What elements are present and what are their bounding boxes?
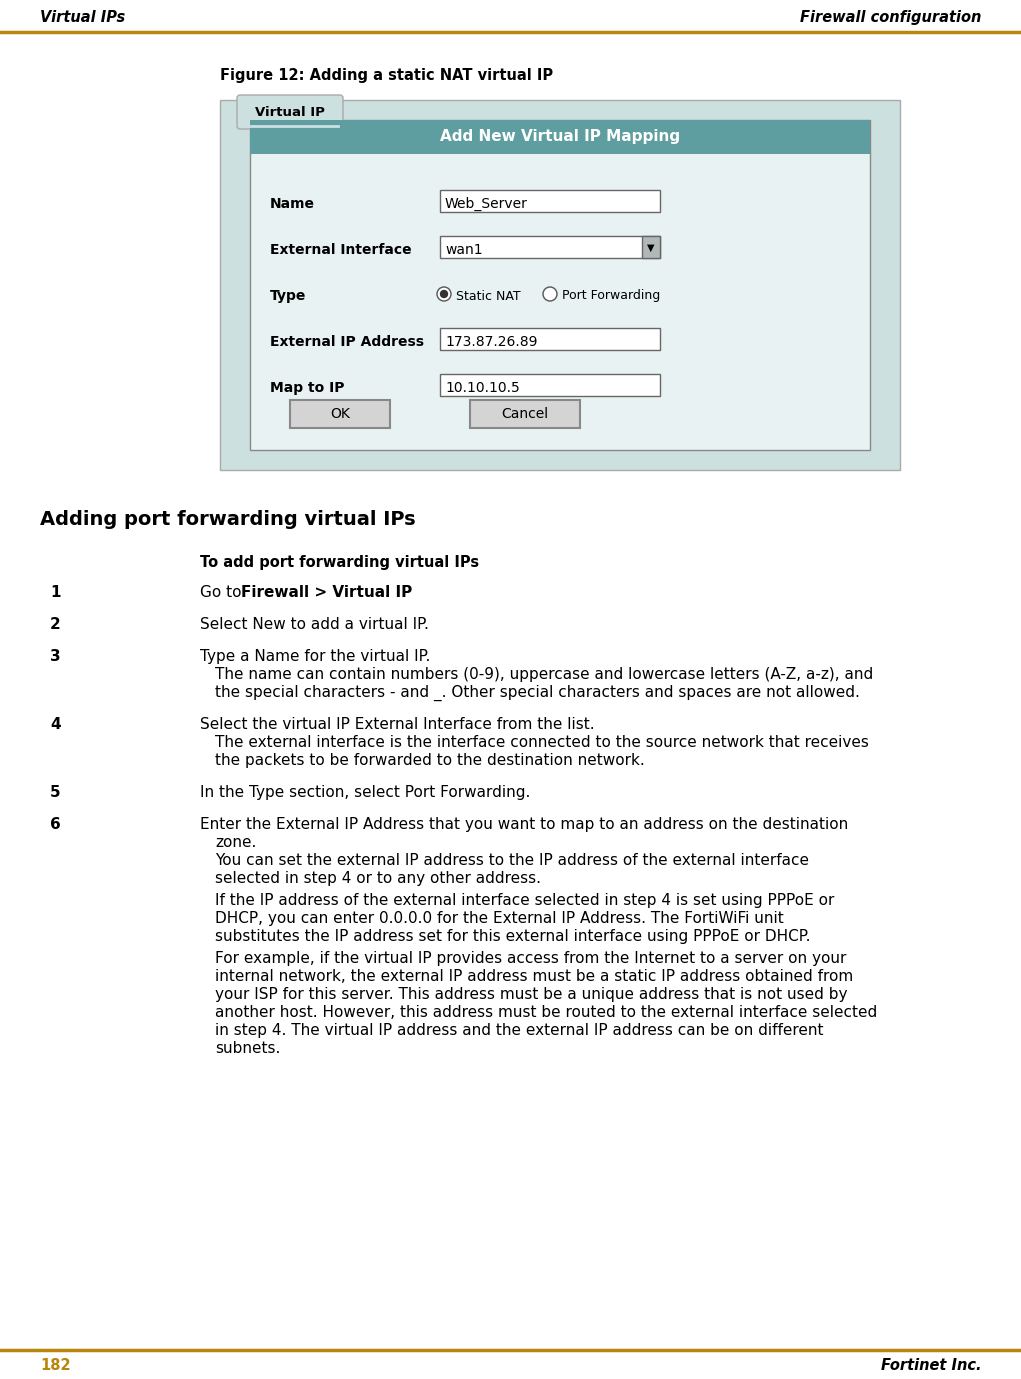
Text: Virtual IPs: Virtual IPs bbox=[40, 10, 126, 25]
Text: Go to: Go to bbox=[200, 585, 246, 600]
Text: Select New to add a virtual IP.: Select New to add a virtual IP. bbox=[200, 616, 429, 632]
FancyBboxPatch shape bbox=[642, 236, 660, 258]
Text: Static NAT: Static NAT bbox=[456, 290, 521, 302]
Text: in step 4. The virtual IP address and the external IP address can be on differen: in step 4. The virtual IP address and th… bbox=[215, 1023, 824, 1038]
Text: selected in step 4 or to any other address.: selected in step 4 or to any other addre… bbox=[215, 872, 541, 885]
Text: 6: 6 bbox=[50, 816, 61, 832]
Circle shape bbox=[437, 287, 451, 301]
Text: another host. However, this address must be routed to the external interface sel: another host. However, this address must… bbox=[215, 1005, 877, 1020]
FancyBboxPatch shape bbox=[237, 95, 343, 130]
Circle shape bbox=[440, 291, 447, 298]
Text: Adding port forwarding virtual IPs: Adding port forwarding virtual IPs bbox=[40, 510, 416, 530]
Text: OK: OK bbox=[330, 407, 350, 421]
Text: substitutes the IP address set for this external interface using PPPoE or DHCP.: substitutes the IP address set for this … bbox=[215, 929, 811, 945]
Text: the special characters - and _. Other special characters and spaces are not allo: the special characters - and _. Other sp… bbox=[215, 685, 860, 701]
Text: If the IP address of the external interface selected in step 4 is set using PPPo: If the IP address of the external interf… bbox=[215, 894, 834, 907]
FancyBboxPatch shape bbox=[440, 328, 660, 350]
Text: 2: 2 bbox=[50, 616, 61, 632]
Text: Cancel: Cancel bbox=[501, 407, 548, 421]
Text: Virtual IP: Virtual IP bbox=[255, 106, 325, 119]
Circle shape bbox=[543, 287, 557, 301]
Text: Name: Name bbox=[270, 197, 315, 211]
Text: Port Forwarding: Port Forwarding bbox=[562, 290, 661, 302]
Text: DHCP, you can enter 0.0.0.0 for the External IP Address. The FortiWiFi unit: DHCP, you can enter 0.0.0.0 for the Exte… bbox=[215, 912, 784, 927]
Text: Map to IP: Map to IP bbox=[270, 381, 344, 394]
Text: The external interface is the interface connected to the source network that rec: The external interface is the interface … bbox=[215, 735, 869, 750]
FancyBboxPatch shape bbox=[290, 400, 390, 427]
Text: Firewall configuration: Firewall configuration bbox=[799, 10, 981, 25]
FancyBboxPatch shape bbox=[440, 236, 660, 258]
Text: Enter the External IP Address that you want to map to an address on the destinat: Enter the External IP Address that you w… bbox=[200, 816, 848, 832]
Text: Select the virtual IP External Interface from the list.: Select the virtual IP External Interface… bbox=[200, 717, 594, 732]
Text: .: . bbox=[384, 585, 389, 600]
Text: Type a Name for the virtual IP.: Type a Name for the virtual IP. bbox=[200, 650, 431, 665]
Text: You can set the external IP address to the IP address of the external interface: You can set the external IP address to t… bbox=[215, 854, 809, 867]
FancyBboxPatch shape bbox=[440, 190, 660, 212]
Text: zone.: zone. bbox=[215, 836, 256, 849]
Text: Type: Type bbox=[270, 290, 306, 303]
Text: your ISP for this server. This address must be a unique address that is not used: your ISP for this server. This address m… bbox=[215, 987, 847, 1003]
Text: For example, if the virtual IP provides access from the Internet to a server on : For example, if the virtual IP provides … bbox=[215, 952, 846, 967]
Text: ▼: ▼ bbox=[647, 243, 654, 252]
Text: 4: 4 bbox=[50, 717, 60, 732]
Text: 1: 1 bbox=[50, 585, 60, 600]
FancyBboxPatch shape bbox=[220, 101, 900, 470]
FancyBboxPatch shape bbox=[250, 120, 870, 154]
Text: subnets.: subnets. bbox=[215, 1041, 281, 1056]
FancyBboxPatch shape bbox=[250, 120, 870, 450]
Text: In the Type section, select Port Forwarding.: In the Type section, select Port Forward… bbox=[200, 785, 530, 800]
Text: internal network, the external IP address must be a static IP address obtained f: internal network, the external IP addres… bbox=[215, 969, 854, 985]
Text: 182: 182 bbox=[40, 1358, 70, 1373]
Text: 173.87.26.89: 173.87.26.89 bbox=[445, 335, 537, 349]
FancyBboxPatch shape bbox=[440, 374, 660, 396]
Text: 3: 3 bbox=[50, 650, 60, 665]
FancyBboxPatch shape bbox=[470, 400, 580, 427]
Text: Web_Server: Web_Server bbox=[445, 197, 528, 211]
Text: Fortinet Inc.: Fortinet Inc. bbox=[880, 1358, 981, 1373]
Text: External IP Address: External IP Address bbox=[270, 335, 424, 349]
Text: External Interface: External Interface bbox=[270, 243, 411, 256]
Text: Add New Virtual IP Mapping: Add New Virtual IP Mapping bbox=[440, 130, 680, 145]
Text: the packets to be forwarded to the destination network.: the packets to be forwarded to the desti… bbox=[215, 753, 644, 768]
Text: The name can contain numbers (0-9), uppercase and lowercase letters (A-Z, a-z), : The name can contain numbers (0-9), uppe… bbox=[215, 667, 873, 683]
Text: 5: 5 bbox=[50, 785, 60, 800]
Text: Figure 12: Adding a static NAT virtual IP: Figure 12: Adding a static NAT virtual I… bbox=[220, 68, 553, 83]
Text: Firewall > Virtual IP: Firewall > Virtual IP bbox=[241, 585, 412, 600]
Text: To add port forwarding virtual IPs: To add port forwarding virtual IPs bbox=[200, 554, 479, 570]
Text: 10.10.10.5: 10.10.10.5 bbox=[445, 381, 520, 394]
Text: wan1: wan1 bbox=[445, 243, 483, 256]
